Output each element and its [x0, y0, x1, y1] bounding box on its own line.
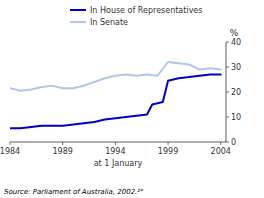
- y-tick-label: 20: [231, 88, 241, 97]
- x-tick: [115, 142, 116, 145]
- legend: In House of Representatives In Senate: [70, 6, 202, 27]
- legend-label: In House of Representatives: [90, 6, 202, 15]
- x-tick: [220, 142, 221, 145]
- x-axis-line: [10, 142, 226, 143]
- legend-label: In Senate: [90, 18, 128, 27]
- source-note: Source: Parliament of Australia, 2002.²°: [4, 188, 144, 196]
- y-tick: [226, 67, 229, 68]
- series-line: [10, 75, 221, 129]
- y-tick: [226, 92, 229, 93]
- y-tick: [226, 142, 229, 143]
- x-axis-label: at 1 January: [94, 159, 143, 168]
- x-tick-label: 1984: [0, 147, 20, 156]
- x-tick: [62, 142, 63, 145]
- x-tick-label: 2004: [211, 147, 231, 156]
- y-tick: [226, 117, 229, 118]
- x-tick: [10, 142, 11, 145]
- y-axis-label: %: [230, 28, 239, 38]
- x-tick-label: 1989: [53, 147, 73, 156]
- plot-area: [10, 62, 221, 128]
- series-line: [10, 62, 221, 91]
- x-tick-label: 1999: [158, 147, 178, 156]
- y-tick-label: 10: [231, 113, 241, 122]
- y-tick-label: 30: [231, 63, 241, 72]
- chart: 1984 1989 1994 1999 20040 10 20 30 40% at 1 Janua…: [0, 0, 264, 198]
- x-tick-label: 1994: [105, 147, 125, 156]
- x-tick: [168, 142, 169, 145]
- y-tick-label: 0: [231, 138, 236, 147]
- y-tick: [226, 42, 229, 43]
- y-tick-label: 40: [231, 38, 241, 47]
- legend-swatch: [70, 21, 86, 23]
- legend-swatch: [70, 9, 86, 11]
